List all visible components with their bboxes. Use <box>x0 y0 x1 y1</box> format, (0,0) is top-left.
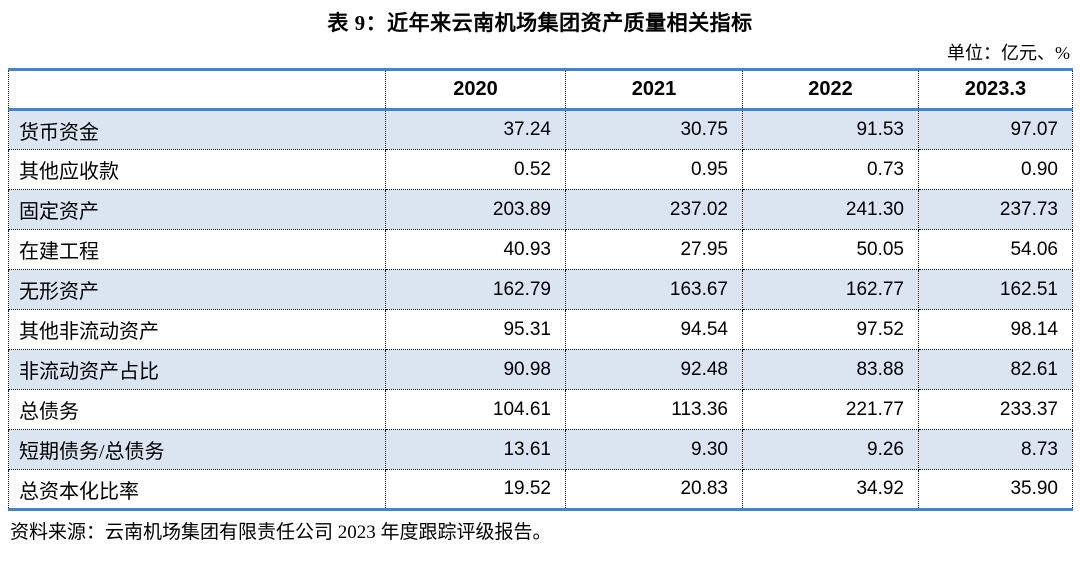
table-title: 表 9：近年来云南机场集团资产质量相关指标 <box>327 11 753 35</box>
value-cell: 98.14 <box>918 309 1073 350</box>
value-cell: 94.54 <box>565 309 743 350</box>
row-label: 短期债务/总债务 <box>8 429 386 470</box>
table-header-row: 2020 2021 2022 2023.3 <box>8 69 1073 111</box>
row-label: 货币资金 <box>8 109 386 150</box>
value-cell: 54.06 <box>918 229 1073 270</box>
value-cell: 50.05 <box>742 229 919 270</box>
table-row: 固定资产 203.89 237.02 241.30 237.73 <box>8 189 1073 230</box>
value-cell: 97.07 <box>918 109 1073 150</box>
value-cell: 162.51 <box>918 269 1073 310</box>
value-cell: 35.90 <box>918 469 1073 510</box>
value-cell: 221.77 <box>742 389 919 430</box>
value-cell: 9.30 <box>565 429 743 470</box>
value-cell: 0.90 <box>918 149 1073 190</box>
unit-label: 单位：亿元、% <box>947 43 1070 63</box>
row-label: 非流动资产占比 <box>8 349 386 390</box>
value-cell: 233.37 <box>918 389 1073 430</box>
row-label: 在建工程 <box>8 229 386 270</box>
value-cell: 91.53 <box>742 109 919 150</box>
row-label: 总资本化比率 <box>8 469 386 510</box>
value-cell: 82.61 <box>918 349 1073 390</box>
table-row: 总资本化比率 19.52 20.83 34.92 35.90 <box>8 469 1073 510</box>
value-cell: 19.52 <box>385 469 566 510</box>
value-cell: 30.75 <box>565 109 743 150</box>
table-row: 总债务 104.61 113.36 221.77 233.37 <box>8 389 1073 430</box>
value-cell: 34.92 <box>742 469 919 510</box>
value-cell: 27.95 <box>565 229 743 270</box>
table-row: 在建工程 40.93 27.95 50.05 54.06 <box>8 229 1073 270</box>
value-cell: 92.48 <box>565 349 743 390</box>
table-row: 其他应收款 0.52 0.95 0.73 0.90 <box>8 149 1073 190</box>
value-cell: 97.52 <box>742 309 919 350</box>
row-label: 其他非流动资产 <box>8 309 386 350</box>
value-cell: 241.30 <box>742 189 919 230</box>
value-cell: 113.36 <box>565 389 743 430</box>
value-cell: 162.77 <box>742 269 919 310</box>
year-header-cell: 2020 <box>385 69 566 111</box>
value-cell: 20.83 <box>565 469 743 510</box>
source-note: 资料来源：云南机场集团有限责任公司 2023 年度跟踪评级报告。 <box>10 522 552 543</box>
value-cell: 90.98 <box>385 349 566 390</box>
value-cell: 237.73 <box>918 189 1073 230</box>
row-label: 总债务 <box>8 389 386 430</box>
value-cell: 13.61 <box>385 429 566 470</box>
asset-quality-table: 2020 2021 2022 2023.3 货币资金 37.24 30.75 91.53 97… <box>8 68 1073 511</box>
value-cell: 9.26 <box>742 429 919 470</box>
value-cell: 40.93 <box>385 229 566 270</box>
value-cell: 0.73 <box>742 149 919 190</box>
value-cell: 37.24 <box>385 109 566 150</box>
value-cell: 0.95 <box>565 149 743 190</box>
value-cell: 203.89 <box>385 189 566 230</box>
value-cell: 163.67 <box>565 269 743 310</box>
value-cell: 95.31 <box>385 309 566 350</box>
table-row: 无形资产 162.79 163.67 162.77 162.51 <box>8 269 1073 310</box>
row-label: 固定资产 <box>8 189 386 230</box>
year-header-cell: 2023.3 <box>918 69 1073 111</box>
value-cell: 8.73 <box>918 429 1073 470</box>
year-header-cell: 2021 <box>565 69 743 111</box>
row-label: 无形资产 <box>8 269 386 310</box>
value-cell: 104.61 <box>385 389 566 430</box>
row-label: 其他应收款 <box>8 149 386 190</box>
corner-header-cell <box>8 69 386 111</box>
value-cell: 237.02 <box>565 189 743 230</box>
table-row: 短期债务/总债务 13.61 9.30 9.26 8.73 <box>8 429 1073 470</box>
table-row: 非流动资产占比 90.98 92.48 83.88 82.61 <box>8 349 1073 390</box>
table-row: 其他非流动资产 95.31 94.54 97.52 98.14 <box>8 309 1073 350</box>
value-cell: 0.52 <box>385 149 566 190</box>
table-row: 货币资金 37.24 30.75 91.53 97.07 <box>8 109 1073 150</box>
year-header-cell: 2022 <box>742 69 919 111</box>
value-cell: 162.79 <box>385 269 566 310</box>
value-cell: 83.88 <box>742 349 919 390</box>
